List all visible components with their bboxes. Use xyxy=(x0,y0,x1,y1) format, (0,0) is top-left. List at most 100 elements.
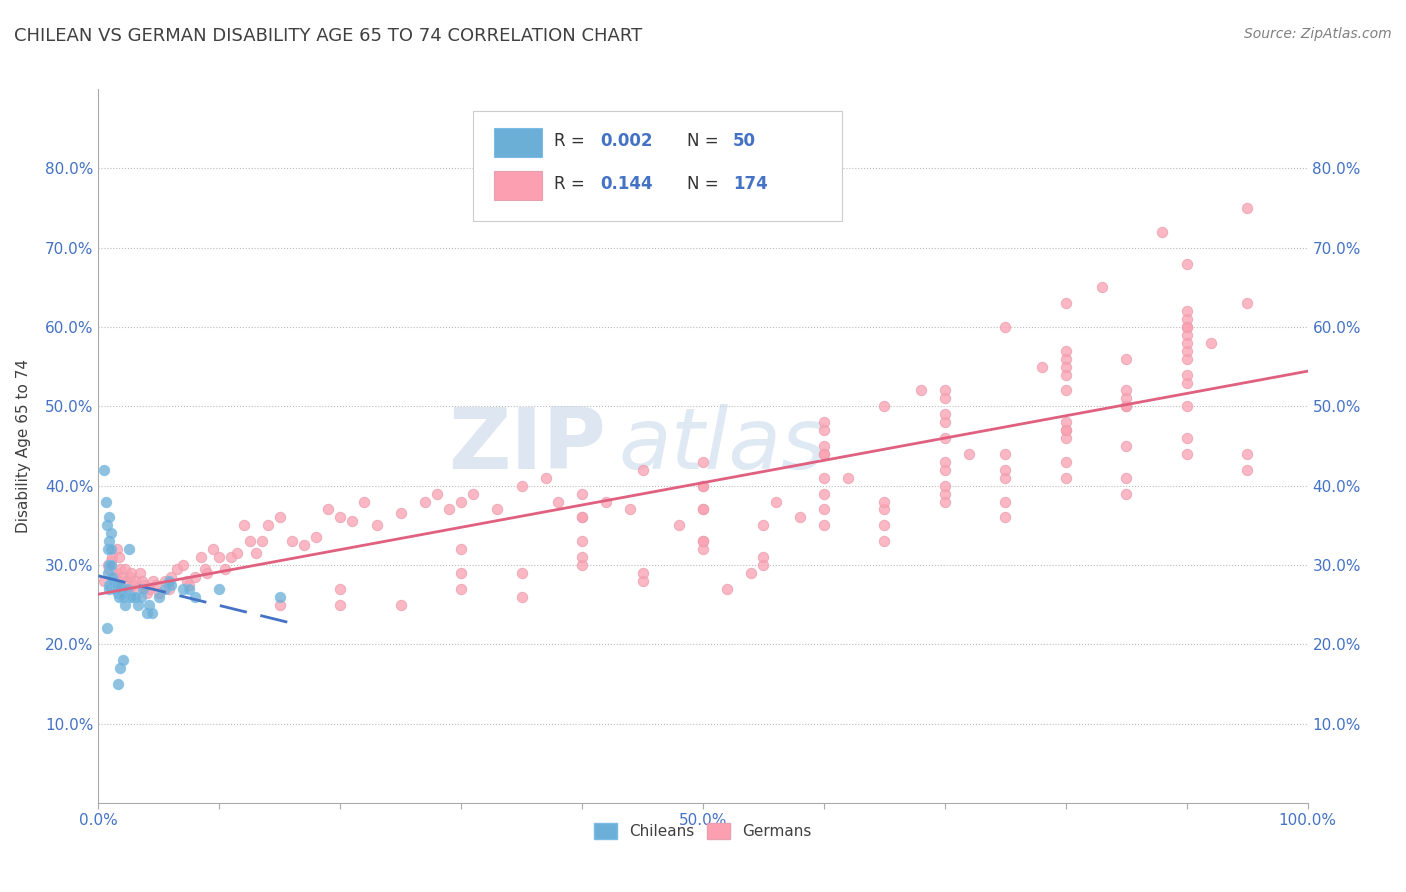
Point xyxy=(138,598,160,612)
Point xyxy=(934,478,956,492)
Point xyxy=(1175,400,1198,414)
Point xyxy=(813,471,835,485)
Point xyxy=(957,447,980,461)
Point xyxy=(571,510,593,524)
Point xyxy=(692,455,714,469)
Point xyxy=(179,582,201,596)
FancyBboxPatch shape xyxy=(494,128,543,157)
Point xyxy=(994,471,1017,485)
Point xyxy=(994,463,1017,477)
Point xyxy=(111,653,134,667)
Point xyxy=(1175,376,1198,390)
Point xyxy=(571,486,593,500)
Point xyxy=(437,502,460,516)
Point xyxy=(97,566,120,580)
Text: N =: N = xyxy=(688,132,724,150)
Point xyxy=(1054,351,1077,366)
Point xyxy=(153,582,176,596)
Point xyxy=(837,471,859,485)
Point xyxy=(101,574,124,588)
Point xyxy=(108,578,131,592)
Point xyxy=(221,549,243,564)
Text: 50: 50 xyxy=(734,132,756,150)
Point xyxy=(107,585,129,599)
Point xyxy=(281,534,304,549)
Point xyxy=(934,486,956,500)
Text: 0.144: 0.144 xyxy=(600,175,652,193)
Point xyxy=(148,585,170,599)
Point xyxy=(934,407,956,421)
Point xyxy=(172,582,194,596)
Point xyxy=(104,582,127,596)
Point xyxy=(342,514,364,528)
Point xyxy=(305,530,328,544)
Point xyxy=(117,582,139,596)
Point xyxy=(547,494,569,508)
Point xyxy=(93,463,115,477)
Point xyxy=(619,502,641,516)
Point xyxy=(138,582,160,596)
Point xyxy=(692,478,714,492)
Point xyxy=(692,542,714,557)
Point xyxy=(98,562,121,576)
Point xyxy=(1175,304,1198,318)
Point xyxy=(813,423,835,437)
Point xyxy=(366,518,388,533)
Point xyxy=(195,566,218,580)
Point xyxy=(1115,486,1137,500)
Point xyxy=(105,578,128,592)
Point xyxy=(194,562,217,576)
Point xyxy=(1115,471,1137,485)
Point xyxy=(103,570,125,584)
Point xyxy=(100,542,122,557)
Point xyxy=(98,578,121,592)
Point xyxy=(994,494,1017,508)
Point xyxy=(98,534,121,549)
Point xyxy=(1236,201,1258,215)
Point xyxy=(873,502,896,516)
Point xyxy=(1175,447,1198,461)
Text: R =: R = xyxy=(554,175,596,193)
Point xyxy=(1115,392,1137,406)
Point xyxy=(118,542,141,557)
Point xyxy=(934,415,956,429)
Point xyxy=(873,518,896,533)
Point xyxy=(910,384,932,398)
Point xyxy=(1175,431,1198,445)
Point xyxy=(353,494,375,508)
Point xyxy=(1054,415,1077,429)
Point xyxy=(269,510,291,524)
Point xyxy=(131,574,153,588)
Point xyxy=(105,578,128,592)
Text: CHILEAN VS GERMAN DISABILITY AGE 65 TO 74 CORRELATION CHART: CHILEAN VS GERMAN DISABILITY AGE 65 TO 7… xyxy=(14,27,643,45)
Point xyxy=(97,558,120,572)
Point xyxy=(510,478,533,492)
Point xyxy=(1054,343,1077,358)
Point xyxy=(111,570,134,584)
Point xyxy=(97,542,120,557)
Point xyxy=(148,590,170,604)
Point xyxy=(134,578,156,592)
Y-axis label: Disability Age 65 to 74: Disability Age 65 to 74 xyxy=(17,359,31,533)
Point xyxy=(1054,431,1077,445)
Point xyxy=(121,578,143,592)
Point xyxy=(245,546,267,560)
Point xyxy=(450,566,472,580)
Point xyxy=(208,549,231,564)
Point xyxy=(813,502,835,516)
Point xyxy=(127,598,149,612)
Point xyxy=(716,582,738,596)
Point xyxy=(208,582,231,596)
Point xyxy=(232,518,254,533)
Point xyxy=(1115,400,1137,414)
Point xyxy=(1115,384,1137,398)
Point xyxy=(179,578,201,592)
Point xyxy=(129,590,152,604)
Point xyxy=(108,661,131,675)
Point xyxy=(176,574,198,588)
Point xyxy=(692,502,714,516)
Point xyxy=(692,478,714,492)
Point xyxy=(141,606,163,620)
Point xyxy=(329,510,352,524)
Point xyxy=(166,562,188,576)
